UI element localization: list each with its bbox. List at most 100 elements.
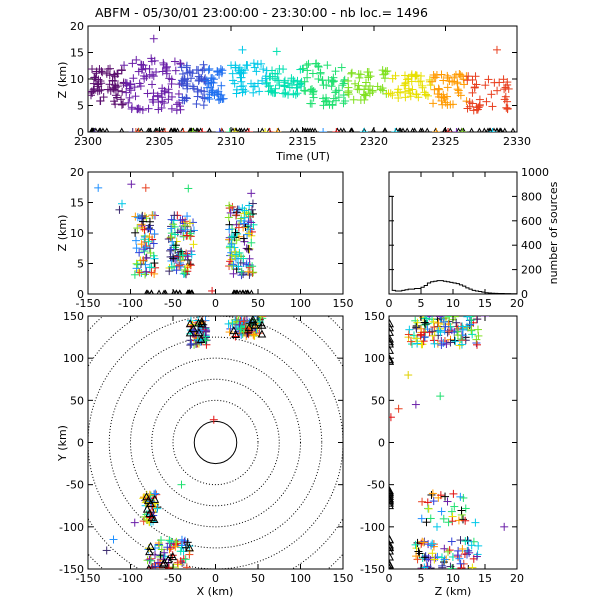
lightning-source-mark [262,78,271,87]
lightning-source-mark [280,89,289,98]
plot-frame [87,25,518,133]
lightning-source-mark [175,261,184,270]
lightning-source-mark [179,128,188,132]
lightning-source-mark [339,99,348,108]
lightning-source-mark [250,331,259,340]
lightning-source-mark [504,84,513,93]
ground-flash-marker [312,127,318,132]
ground-flash-marker [161,289,167,294]
y-tick-label: 1000 [521,166,549,179]
plot-frame [87,315,344,570]
lightning-source-mark [180,221,189,230]
lightning-source-mark [173,558,182,567]
lightning-source-mark [439,317,448,326]
lightning-source-mark [165,74,174,83]
lightning-source-mark [138,223,147,232]
lightning-source-mark [90,73,99,82]
lightning-source-mark [192,99,201,108]
lightning-source-mark [183,84,192,93]
lightning-source-mark [428,77,437,86]
ground-flash-marker [104,127,110,132]
range-ring [88,316,343,569]
y-tick-label: 5 [77,258,84,271]
lightning-source-mark [463,536,472,545]
lightning-source-mark [316,68,325,77]
lightning-source-mark [338,81,347,90]
lightning-source-mark [205,64,214,73]
lightning-source-mark [186,229,195,238]
lightning-source-mark [150,259,159,268]
lightning-source-mark [171,542,180,551]
lightning-source-mark [470,83,479,92]
lightning-source-mark [238,45,247,54]
lightning-source-mark [401,87,410,96]
lightning-source-mark [167,92,176,101]
lightning-source-mark [169,563,178,569]
lightning-source-mark [309,93,318,102]
lightning-source-mark [329,77,338,86]
y-tick-label: 10 [70,73,84,86]
lightning-source-mark [95,86,104,95]
lightning-source-mark [419,316,428,322]
lightning-source-mark [422,555,431,564]
lightning-source-mark [183,231,192,240]
lightning-source-mark [248,205,257,214]
lightning-source-mark [463,316,472,321]
lightning-source-mark [406,92,415,101]
lightning-source-mark [438,100,447,109]
ground-flash-marker [248,289,254,294]
lightning-source-mark [208,73,217,82]
ground-flash-marker [497,127,503,132]
lightning-source-mark [181,225,190,234]
lightning-source-mark [412,552,421,561]
lightning-source-mark [411,540,420,549]
lightning-source-mark [293,89,302,98]
lightning-source-mark [469,537,478,546]
ground-flash-marker [257,320,267,329]
lightning-source-mark [423,91,432,100]
lightning-source-mark [464,546,473,555]
lightning-source-mark [429,317,438,326]
lightning-source-mark [182,79,191,88]
lightning-source-mark [422,518,431,527]
lightning-source-mark [430,339,439,348]
lightning-source-mark [472,335,481,344]
lightning-source-mark [170,57,179,66]
lightning-source-mark [228,69,237,78]
lightning-source-mark [132,55,141,64]
lightning-source-mark [472,80,481,89]
lightning-source-mark [413,538,422,547]
lightning-source-mark [174,89,183,98]
lightning-source-mark [179,232,188,241]
lightning-source-mark [452,318,461,327]
lightning-source-mark [466,320,475,329]
lightning-source-mark [427,490,436,499]
lightning-source-mark [247,218,256,227]
lightning-source-mark [102,546,111,555]
x-tick-label: 150 [333,297,354,310]
ground-flash-marker [244,289,250,294]
ground-flash-marker [244,323,254,332]
lightning-source-mark [351,79,360,88]
lightning-source-mark [249,59,258,68]
y-tick-label: 800 [521,190,542,203]
lightning-source-mark [105,71,114,80]
y-axis-label: Z (km) [56,215,69,252]
lightning-source-mark [420,318,429,327]
lightning-source-mark [493,86,502,95]
lightning-source-mark [239,234,248,243]
lightning-source-mark [201,336,210,345]
lightning-source-mark [244,328,253,337]
lightning-source-mark [468,330,477,339]
lightning-source-mark [421,320,430,329]
range-ring [130,357,301,528]
lightning-source-mark [432,70,441,79]
lightning-source-mark [447,537,456,546]
x-tick-label: 2300 [74,135,102,148]
y-tick-label: 0 [521,288,528,301]
lightning-source-mark [146,128,155,132]
lightning-source-mark [299,64,308,73]
ground-flash-marker [389,491,394,500]
lightning-source-mark [289,89,298,98]
lightning-source-mark [232,250,241,259]
